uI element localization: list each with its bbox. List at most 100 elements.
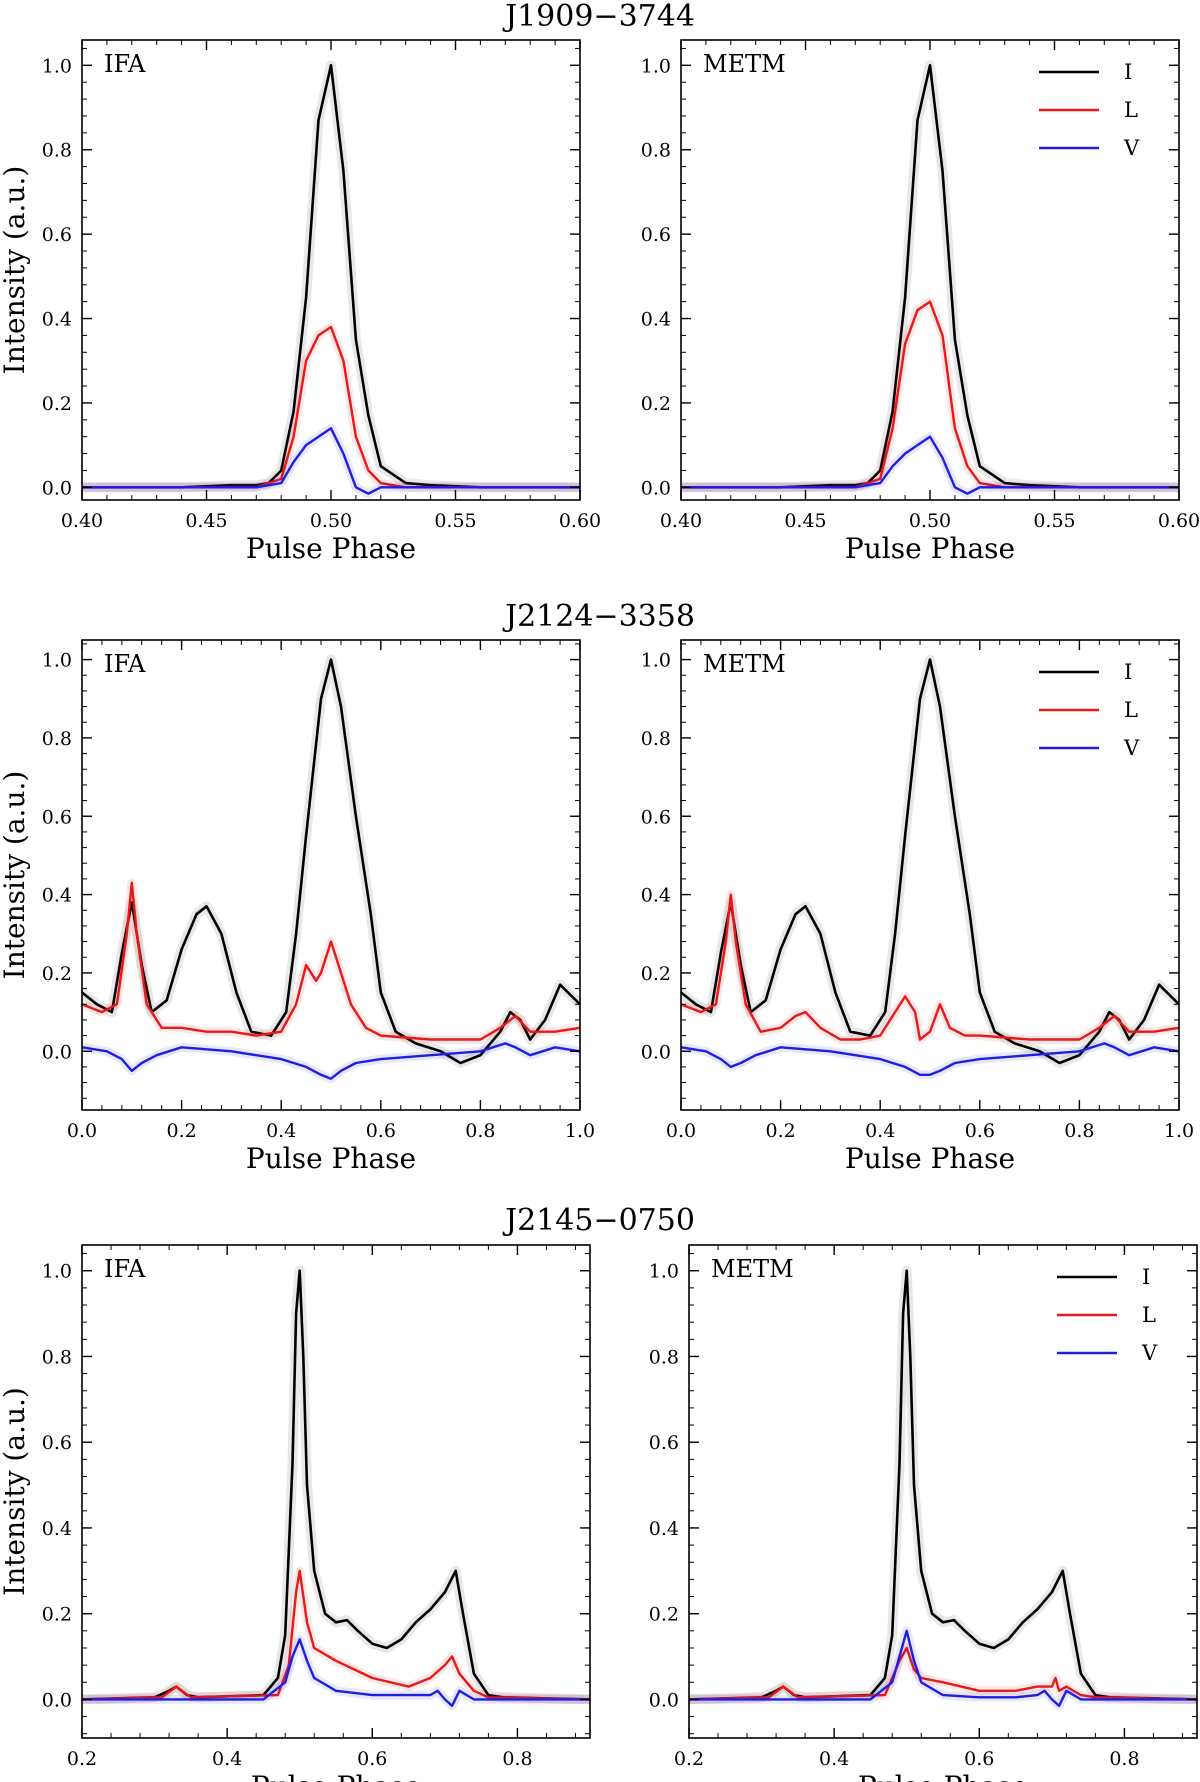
x-tick-label: 0.2 xyxy=(674,1748,704,1770)
y-tick-label: 0.2 xyxy=(641,393,671,415)
x-axis-label: Pulse Phase xyxy=(845,532,1015,565)
y-tick-label: 0.8 xyxy=(641,728,671,750)
x-tick-label: 0.40 xyxy=(660,510,702,532)
x-tick-label: 0.4 xyxy=(212,1748,242,1770)
x-axis-label: Pulse Phase xyxy=(858,1770,1028,1782)
x-tick-label: 0.2 xyxy=(67,1748,97,1770)
series-band-V-1 xyxy=(82,423,580,499)
series-band-I-3 xyxy=(82,654,580,1068)
x-tick-label: 0.45 xyxy=(185,510,227,532)
y-tick-label: 0.8 xyxy=(42,728,72,750)
legend: ILV xyxy=(1039,660,1140,760)
plot-frame xyxy=(81,639,581,1111)
legend-label-L: L xyxy=(1124,98,1138,122)
series-line-I-4 xyxy=(681,658,1179,1065)
y-tick-label: 0.8 xyxy=(641,140,671,162)
series-line-V-5 xyxy=(82,1638,590,1707)
x-tick-label: 0.8 xyxy=(1064,1120,1094,1142)
y-tick-label: 0.0 xyxy=(42,477,72,499)
y-tick-label: 0.6 xyxy=(42,224,72,246)
legend-label-L: L xyxy=(1142,1303,1156,1327)
series-line-V-2 xyxy=(681,435,1179,495)
x-tick-label: 0.6 xyxy=(964,1748,994,1770)
x-tick-label: 0.55 xyxy=(434,510,476,532)
series-band-V-2 xyxy=(681,432,1179,499)
legend-label-I: I xyxy=(1124,60,1132,84)
row-title-j1909: J1909−3744 xyxy=(502,0,695,34)
y-tick-label: 0.6 xyxy=(641,224,671,246)
legend-label-V: V xyxy=(1123,136,1140,160)
series-band-V-4 xyxy=(681,1038,1179,1080)
y-tick-label: 0.4 xyxy=(641,309,671,331)
x-tick-label: 0.6 xyxy=(357,1748,387,1770)
series-band-I-6 xyxy=(689,1265,1197,1705)
x-tick-label: 0.6 xyxy=(366,1120,396,1142)
y-tick-label: 0.0 xyxy=(641,477,671,499)
chart-panel-4: 0.0 0.2 0.4 0.6 0.8 1.0 0.0 0.2 0.4 0.6 0.8 1.0 Puls… xyxy=(641,639,1194,1175)
legend-label-L: L xyxy=(1124,698,1138,722)
chart-panel-5: 0.2 0.4 0.6 0.8 0.0 0.2 0.4 0.6 0.8 1.0 Pulse Phas… xyxy=(0,1244,591,1782)
series-band-L-5 xyxy=(82,1566,590,1704)
x-tick-label: 0.4 xyxy=(819,1748,849,1770)
legend-label-I: I xyxy=(1142,1265,1150,1289)
plot-frame xyxy=(680,639,1180,1111)
y-tick-label: 0.2 xyxy=(42,1604,72,1626)
series-line-I-5 xyxy=(82,1269,590,1701)
x-tick-label: 0.2 xyxy=(765,1120,795,1142)
chart-panel-3: 0.0 0.2 0.4 0.6 0.8 1.0 0.0 0.2 0.4 0.6 0.8 1.0 Puls… xyxy=(0,639,595,1175)
y-tick-label: 0.8 xyxy=(42,140,72,162)
x-tick-label: 0.50 xyxy=(909,510,951,532)
chart-panel-1: 0.40 0.45 0.50 0.55 0.60 0.0 0.2 0.4 0.6 0.8 1.0 Pu… xyxy=(0,39,601,565)
x-tick-label: 0.4 xyxy=(266,1120,296,1142)
x-tick-label: 0.0 xyxy=(67,1120,97,1142)
plot-frame xyxy=(680,39,1180,501)
series-band-I-4 xyxy=(681,654,1179,1068)
x-tick-label: 0.8 xyxy=(502,1748,532,1770)
panel-label: IFA xyxy=(104,1255,146,1283)
series-band-I-2 xyxy=(681,60,1179,493)
y-tick-label: 0.8 xyxy=(42,1346,72,1368)
panel-label: IFA xyxy=(104,650,146,678)
series-line-I-2 xyxy=(681,64,1179,489)
y-tick-label: 0.8 xyxy=(649,1346,679,1368)
row-title-j2124: J2124−3358 xyxy=(502,599,695,634)
series-line-L-4 xyxy=(681,893,1179,1041)
panel-label: METM xyxy=(703,50,786,78)
y-axis-label: Intensity (a.u.) xyxy=(0,771,31,980)
series-line-L-6 xyxy=(689,1646,1197,1701)
series-band-L-1 xyxy=(82,322,580,492)
y-tick-label: 0.0 xyxy=(641,1041,671,1063)
y-tick-label: 1.0 xyxy=(42,1261,72,1283)
series-line-I-1 xyxy=(82,64,580,489)
legend-label-V: V xyxy=(1123,736,1140,760)
x-tick-label: 0.6 xyxy=(965,1120,995,1142)
x-tick-label: 0.2 xyxy=(166,1120,196,1142)
series-band-I-5 xyxy=(82,1265,590,1705)
x-axis-label: Pulse Phase xyxy=(845,1142,1015,1175)
series-line-V-1 xyxy=(82,427,580,495)
series-line-V-3 xyxy=(82,1042,580,1080)
x-tick-label: 0.60 xyxy=(1158,510,1200,532)
x-tick-label: 1.0 xyxy=(565,1120,595,1142)
y-tick-label: 0.2 xyxy=(42,393,72,415)
x-axis-label: Pulse Phase xyxy=(251,1770,421,1782)
x-tick-label: 0.40 xyxy=(61,510,103,532)
x-tick-label: 0.50 xyxy=(310,510,352,532)
panel-label: IFA xyxy=(104,50,146,78)
y-tick-label: 1.0 xyxy=(641,55,671,77)
y-tick-label: 0.0 xyxy=(42,1041,72,1063)
x-tick-label: 0.4 xyxy=(865,1120,895,1142)
series-band-V-3 xyxy=(82,1038,580,1084)
x-tick-label: 0.8 xyxy=(465,1120,495,1142)
plot-frame xyxy=(81,1244,591,1739)
x-axis-label: Pulse Phase xyxy=(246,1142,416,1175)
series-line-L-3 xyxy=(82,881,580,1041)
y-tick-label: 0.2 xyxy=(641,963,671,985)
legend: ILV xyxy=(1057,1265,1158,1365)
chart-panel-6: 0.2 0.4 0.6 0.8 0.0 0.2 0.4 0.6 0.8 1.0 Pulse Phas… xyxy=(649,1244,1198,1782)
x-tick-label: 0.0 xyxy=(666,1120,696,1142)
series-line-L-1 xyxy=(82,325,580,489)
panel-label: METM xyxy=(703,650,786,678)
x-tick-label: 0.45 xyxy=(784,510,826,532)
